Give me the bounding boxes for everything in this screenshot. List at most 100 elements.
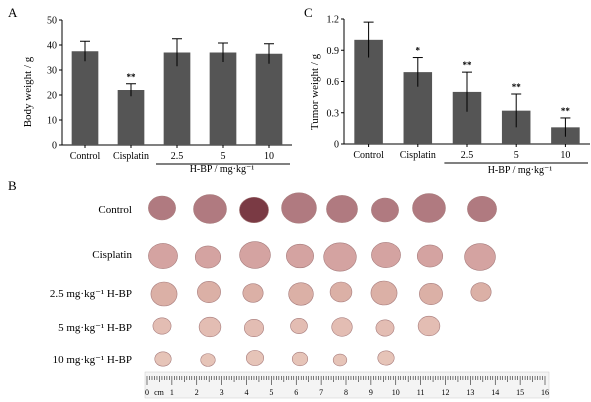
- ruler-number: 7: [319, 388, 323, 397]
- row-label-control: Control: [98, 204, 132, 216]
- tumor-sample: [417, 315, 441, 337]
- tumor-sample: [377, 350, 395, 366]
- ruler-number: 15: [516, 388, 524, 397]
- y-tick-label: 0.3: [327, 108, 340, 119]
- tumor-sample: [286, 243, 314, 269]
- ruler-number: 4: [245, 388, 249, 397]
- y-tick-label: 40: [47, 41, 57, 52]
- x-tick-label: 10: [560, 150, 570, 161]
- tumor-sample: [239, 196, 269, 224]
- tumor-sample: [244, 318, 265, 338]
- tumor-sample: [419, 283, 443, 305]
- ruler-body: [144, 371, 550, 399]
- tumor-sample: [291, 351, 309, 367]
- tumor-sample: [331, 317, 353, 337]
- ruler-number: 2: [195, 388, 199, 397]
- chart-a-y-axis-label: Body weight / g: [22, 56, 34, 127]
- tumor-sample: [239, 241, 271, 269]
- tumor-sample: [329, 281, 353, 303]
- y-tick-label: 30: [47, 66, 57, 77]
- ruler-number: 12: [442, 388, 450, 397]
- bar: [255, 53, 283, 145]
- ruler-number: 16: [541, 388, 549, 397]
- tumor-sample: [281, 192, 317, 224]
- panel-label-a: A: [8, 5, 18, 20]
- tumor-sample: [148, 195, 176, 221]
- y-tick-label: 0.9: [327, 46, 340, 57]
- tumor-photograph: Control Cisplatin 2.5 mg·kg⁻¹ H-BP 5 mg·…: [50, 192, 550, 399]
- ruler-number: 10: [392, 388, 400, 397]
- y-tick-label: 1.2: [327, 15, 340, 26]
- tumor-sample: [370, 280, 398, 306]
- tumor-sample: [245, 350, 265, 366]
- y-tick-label: 10: [47, 116, 57, 127]
- tumor-samples: [148, 192, 497, 367]
- tumor-sample: [323, 242, 357, 272]
- chart-a-group-label: H-BP / mg·kg⁻¹: [190, 164, 255, 175]
- y-tick-label: 0.6: [327, 77, 340, 88]
- x-tick-label: 5: [221, 151, 226, 162]
- tumor-sample: [326, 195, 358, 223]
- tumor-sample: [197, 281, 221, 303]
- ruler-number: 3: [220, 388, 224, 397]
- y-tick-label: 0: [52, 141, 57, 152]
- tumor-sample: [467, 195, 497, 223]
- y-tick-label: 0: [334, 140, 339, 151]
- ruler-number: 1: [170, 388, 174, 397]
- ruler-number: 5: [269, 388, 273, 397]
- chart-c-y-axis-label: Tumor weight / g: [309, 53, 321, 130]
- chart-a-body-weight: Body weight / g H-BP / mg·kg⁻¹ 0 10 20 30 40…: [22, 16, 292, 175]
- ruler-number: 0: [145, 388, 149, 397]
- x-tick-label: 2.5: [461, 150, 474, 161]
- tumor-sample: [193, 194, 227, 224]
- tumor-sample: [288, 282, 314, 306]
- ruler-number: 9: [369, 388, 373, 397]
- significance-mark: **: [561, 106, 571, 116]
- y-tick-label: 20: [47, 91, 57, 102]
- panel-label-c: C: [304, 5, 313, 20]
- row-label-cisplatin: Cisplatin: [92, 249, 132, 261]
- tumor-sample: [371, 197, 399, 223]
- tumor-sample: [152, 317, 172, 335]
- tumor-sample: [416, 244, 444, 268]
- tumor-sample: [464, 243, 496, 271]
- row-label-h-bp-5: 5 mg·kg⁻¹ H-BP: [58, 322, 132, 334]
- chart-c-tumor-weight: Tumor weight / g H-BP / mg·kg⁻¹ 0 0.3 0.6 0…: [309, 15, 590, 176]
- x-tick-label: Cisplatin: [113, 151, 149, 162]
- ruler-number: 11: [417, 388, 425, 397]
- tumor-sample: [242, 283, 264, 303]
- significance-mark: **: [463, 60, 473, 70]
- x-tick-label: Cisplatin: [400, 150, 436, 161]
- significance-mark: **: [512, 82, 522, 92]
- tumor-sample: [332, 353, 348, 367]
- ruler-number: 6: [294, 388, 298, 397]
- bar: [71, 51, 99, 145]
- x-tick-label: 5: [514, 150, 519, 161]
- tumor-sample: [194, 245, 222, 269]
- significance-mark: *: [416, 46, 421, 56]
- tumor-sample: [412, 193, 446, 223]
- tumor-sample: [371, 242, 401, 268]
- tumor-sample: [154, 351, 172, 367]
- bar: [117, 90, 145, 145]
- bar: [209, 52, 237, 145]
- ruler-unit-label: cm: [154, 388, 165, 397]
- row-label-h-bp-10: 10 mg·kg⁻¹ H-BP: [53, 354, 132, 366]
- ruler-number: 13: [466, 388, 474, 397]
- tumor-sample: [150, 281, 178, 307]
- chart-c-group-label: H-BP / mg·kg⁻¹: [488, 165, 553, 176]
- x-tick-label: Control: [70, 151, 101, 162]
- tumor-sample: [148, 243, 178, 269]
- tumor-sample: [200, 353, 216, 367]
- ruler-number: 8: [344, 388, 348, 397]
- y-tick-label: 50: [47, 16, 57, 27]
- x-tick-label: 10: [264, 151, 274, 162]
- row-label-h-bp-2-5: 2.5 mg·kg⁻¹ H-BP: [50, 288, 132, 300]
- significance-mark: **: [127, 72, 137, 82]
- bar: [163, 52, 191, 145]
- tumor-sample: [470, 282, 492, 302]
- tumor-sample: [290, 318, 308, 334]
- x-tick-label: 2.5: [171, 151, 184, 162]
